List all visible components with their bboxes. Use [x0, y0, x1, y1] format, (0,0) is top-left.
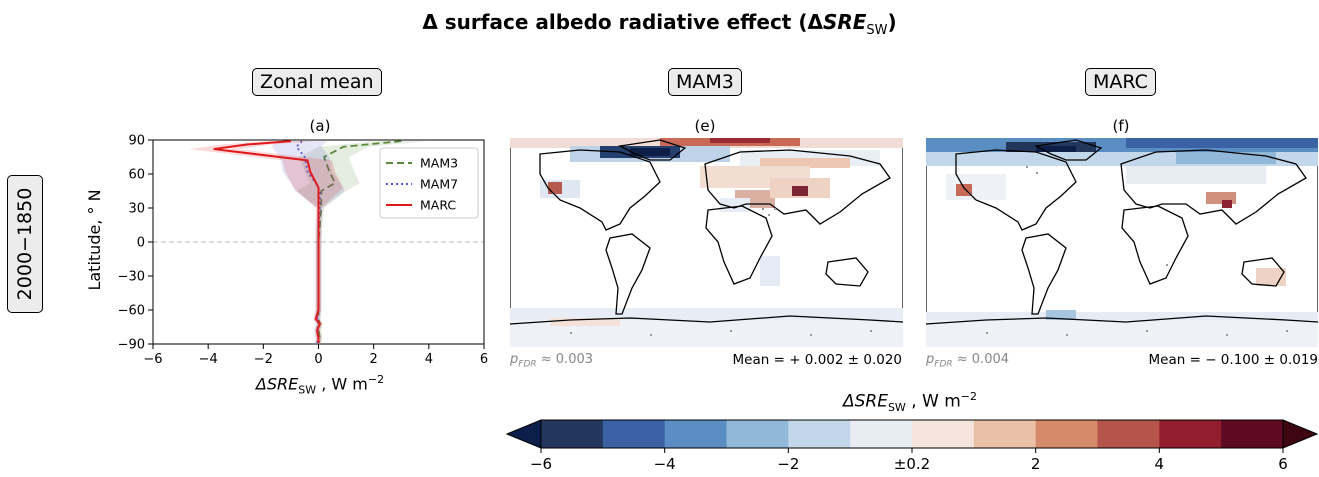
panel-tag-a: (a) [309, 117, 331, 135]
colorbar-tick-label: 2 [1031, 455, 1041, 473]
colorbar-segment [541, 420, 604, 448]
y-tick-label: −90 [118, 338, 145, 353]
p-value-marc: pFDR ≈ 0.004 [926, 352, 1010, 370]
legend-label: MARC [420, 198, 456, 213]
colorbar-tick-label: −4 [654, 455, 676, 473]
colorbar-tick-label: 4 [1155, 455, 1165, 473]
coastlines [926, 139, 1318, 325]
colorbar-segment [1221, 420, 1284, 448]
x-tick-label: 6 [480, 352, 488, 367]
mean-label-mam3: Mean = + 0.002 ± 0.020 [732, 352, 902, 368]
colorbar-segment [1097, 420, 1160, 448]
coastlines [510, 139, 903, 325]
panel-tag-e: (e) [694, 117, 716, 135]
x-axis-label: ΔSRESW , W m−2 [255, 373, 385, 397]
colorbar-segment [602, 420, 666, 448]
legend-label: MAM3 [420, 156, 458, 171]
colorbar-tick-label: 6 [1278, 455, 1288, 473]
map-mam3 [510, 138, 903, 347]
column-header-zonal-mean: Zonal mean [252, 68, 382, 96]
series-band-marc [188, 141, 344, 343]
colorbar-tick-label: ±0.2 [894, 455, 930, 473]
x-tick-label: −6 [143, 352, 162, 367]
x-tick-label: −4 [199, 352, 218, 367]
colorbar-segment [1159, 420, 1222, 448]
colorbar-segment [973, 420, 1037, 448]
colorbar-segment [664, 420, 727, 448]
column-header-mam3: MAM3 [668, 68, 742, 96]
colorbar-segment [726, 420, 789, 448]
colorbar-extend-high [1282, 419, 1319, 449]
legend-box [379, 147, 479, 219]
y-tick-label: −30 [118, 270, 145, 285]
series-line-marc [213, 140, 322, 343]
x-tick-label: 4 [425, 352, 433, 367]
chart-legend: MAM3 MAM7 MARC [379, 147, 479, 219]
series-band-mam3 [296, 141, 427, 343]
x-tick-label: −2 [254, 352, 273, 367]
map-marc [926, 138, 1318, 347]
y-tick-label: 60 [128, 168, 145, 183]
y-tick-label: 30 [128, 202, 145, 217]
colorbar-extend-low [505, 419, 542, 449]
colorbar-title: ΔSRESW , W m−2 [842, 390, 978, 415]
mean-label-marc: Mean = − 0.100 ± 0.019 [1148, 352, 1318, 368]
legend-label: MAM7 [420, 177, 458, 192]
stipple-marks [570, 208, 872, 336]
row-label: 2000−1850 [7, 175, 43, 313]
x-tick-label: 0 [314, 352, 322, 367]
colorbar-tick-label: −2 [777, 455, 799, 473]
x-tick-label: 2 [370, 352, 378, 367]
colorbar-segment [850, 420, 913, 448]
colorbar-segment [912, 420, 975, 448]
column-header-marc: MARC [1085, 68, 1156, 96]
p-value-mam3: pFDR ≈ 0.003 [510, 352, 594, 370]
y-tick-label: −60 [118, 304, 145, 319]
y-tick-label: 0 [137, 236, 145, 251]
colorbar-segment [788, 420, 851, 448]
series-band-mam7 [271, 141, 345, 343]
colorbar: −6 −4 −2 ±0.2 2 4 6 [505, 419, 1319, 473]
stipple-marks [986, 166, 1288, 336]
figure-title: Δ surface albedo radiative effect (ΔSRES… [422, 10, 897, 38]
y-tick-label: 90 [128, 134, 145, 149]
colorbar-segment [1035, 420, 1098, 448]
map-anomaly-cells [510, 138, 903, 347]
map-anomaly-cells [926, 138, 1318, 347]
panel-tag-f: (f) [1112, 117, 1130, 135]
y-axis-label: Latitude, ° N [85, 189, 104, 290]
colorbar-tick-label: −6 [530, 455, 552, 473]
